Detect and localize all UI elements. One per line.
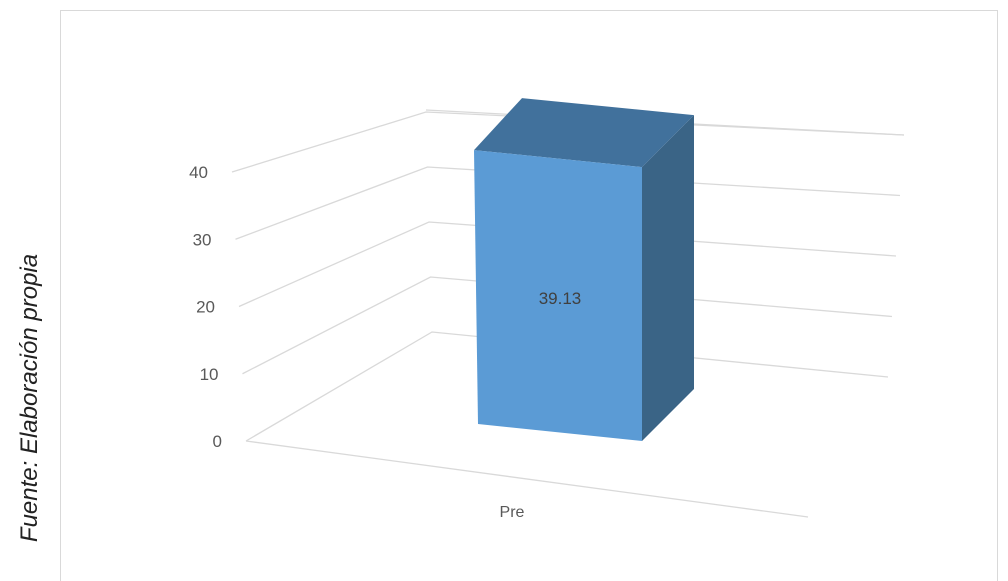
chart-floor bbox=[245, 440, 809, 518]
bar-top bbox=[474, 98, 694, 168]
chart-frame bbox=[60, 10, 998, 581]
gridline bbox=[242, 276, 893, 375]
bar bbox=[474, 150, 642, 441]
bars: 39.13 bbox=[474, 98, 694, 441]
data-label: 39.13 bbox=[539, 289, 582, 308]
floor-edge bbox=[245, 440, 809, 518]
y-tick-label: 0 bbox=[213, 432, 222, 451]
x-axis-categories: Pre bbox=[500, 504, 525, 521]
y-axis-ticks: 0 10 20 30 40 bbox=[189, 163, 222, 451]
y-tick-label: 20 bbox=[196, 298, 215, 317]
bar-side bbox=[642, 115, 694, 441]
y-tick-label: 10 bbox=[200, 365, 219, 384]
gridline bbox=[231, 111, 905, 173]
gridline bbox=[245, 331, 889, 442]
x-category-label: Pre bbox=[500, 504, 525, 521]
y-tick-label: 30 bbox=[193, 230, 212, 249]
gridline bbox=[235, 166, 901, 240]
grid-lines bbox=[231, 109, 905, 442]
gridline bbox=[238, 221, 897, 308]
y-tick-label: 40 bbox=[189, 163, 208, 182]
